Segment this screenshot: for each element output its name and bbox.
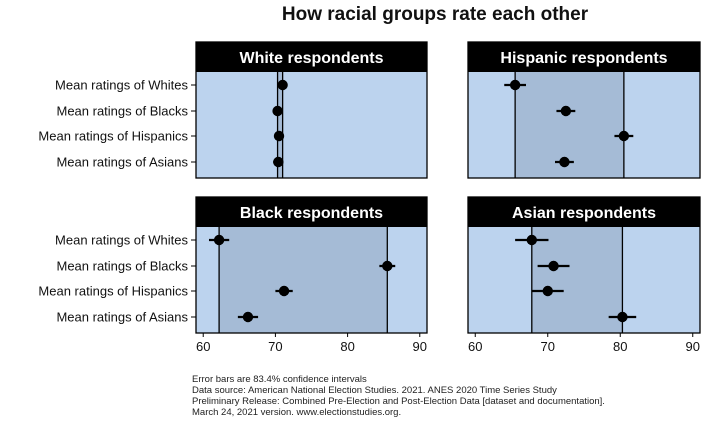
range-band: [515, 72, 624, 178]
panel-white-respondents: White respondents: [195, 41, 428, 179]
footnote-line: Data source: American National Election …: [192, 385, 557, 396]
panel-border: [467, 41, 701, 179]
row-label: Mean ratings of Hispanics: [38, 129, 188, 144]
data-point: [273, 156, 284, 168]
panel-border: [195, 41, 428, 179]
data-point: [560, 105, 572, 117]
x-tick-label: 70: [541, 339, 555, 354]
data-point: [213, 234, 225, 246]
data-point: [559, 156, 570, 168]
panel-header: [468, 197, 700, 227]
x-tick-label: 90: [686, 339, 700, 354]
panel-title: White respondents: [239, 50, 383, 67]
data-point: [272, 105, 283, 117]
row-label: Mean ratings of Asians: [56, 310, 188, 325]
footnote-line: March 24, 2021 version. www.electionstud…: [192, 407, 402, 418]
row-label: Mean ratings of Asians: [56, 155, 188, 170]
data-point: [278, 285, 290, 297]
panel-title: Hispanic respondents: [500, 50, 667, 67]
panel-border: [467, 196, 701, 334]
data-point: [273, 130, 285, 142]
panel-title: Asian respondents: [512, 205, 656, 222]
x-tick-label: 80: [613, 339, 627, 354]
data-point: [242, 311, 254, 323]
panel-title: Black respondents: [240, 205, 383, 222]
data-point: [542, 285, 553, 297]
x-tick-label: 80: [340, 339, 354, 354]
row-label: Mean ratings of Blacks: [56, 259, 188, 274]
row-label: Mean ratings of Blacks: [56, 104, 188, 119]
data-point: [618, 130, 630, 142]
chart-footnote: Error bars are 83.4% confidence interval…: [192, 374, 605, 418]
panel-hispanic-respondents: Hispanic respondents: [467, 41, 701, 179]
data-point: [526, 234, 537, 246]
range-band: [277, 72, 283, 178]
row-label: Mean ratings of Hispanics: [38, 284, 188, 299]
row-label: Mean ratings of Whites: [55, 78, 188, 93]
panel-header: [468, 42, 700, 72]
range-band: [531, 227, 623, 333]
panel-header: [196, 197, 427, 227]
panel-border: [195, 196, 428, 334]
data-point: [509, 79, 521, 91]
data-point: [382, 260, 393, 272]
footnote-line: Error bars are 83.4% confidence interval…: [192, 374, 367, 385]
x-tick-label: 60: [468, 339, 482, 354]
panel-black-respondents: Black respondents: [195, 196, 428, 334]
x-tick-label: 70: [268, 339, 282, 354]
panel-asian-respondents: Asian respondents: [467, 196, 701, 334]
row-label: Mean ratings of Whites: [55, 233, 188, 248]
footnote-line: Preliminary Release: Combined Pre-Electi…: [192, 396, 605, 407]
panel-header: [196, 42, 427, 72]
data-point: [548, 260, 559, 272]
x-tick-label: 60: [196, 339, 210, 354]
data-point: [277, 79, 288, 91]
chart-title: How racial groups rate each other: [282, 4, 589, 25]
x-tick-label: 90: [413, 339, 427, 354]
data-point: [617, 311, 628, 323]
